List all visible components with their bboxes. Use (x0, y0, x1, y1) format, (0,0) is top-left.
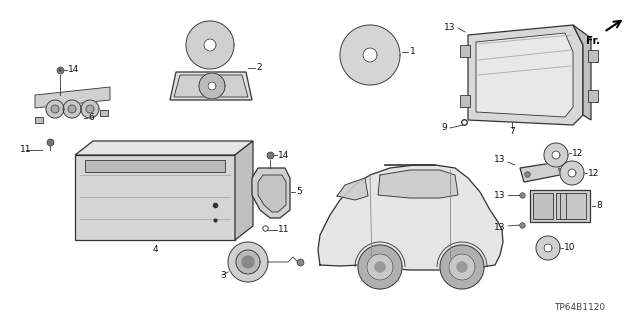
Polygon shape (81, 100, 99, 118)
Polygon shape (174, 75, 248, 97)
Text: 2: 2 (256, 63, 262, 72)
Polygon shape (337, 178, 368, 200)
Text: Fr.: Fr. (586, 36, 600, 46)
Bar (75, 155, 235, 240)
Polygon shape (560, 161, 584, 185)
Polygon shape (367, 254, 393, 280)
Text: 14: 14 (278, 151, 289, 160)
Polygon shape (476, 33, 573, 117)
Polygon shape (378, 170, 458, 198)
Polygon shape (544, 244, 552, 252)
Bar (556, 193, 586, 219)
Text: 12: 12 (572, 149, 584, 158)
Polygon shape (235, 141, 253, 240)
Text: 14: 14 (68, 65, 79, 75)
Polygon shape (520, 162, 560, 182)
Bar (588, 50, 598, 62)
Polygon shape (68, 105, 76, 113)
Text: 3: 3 (220, 271, 226, 279)
Polygon shape (358, 245, 402, 289)
Text: 4: 4 (152, 246, 158, 255)
Polygon shape (63, 100, 81, 118)
Polygon shape (468, 25, 583, 125)
Polygon shape (536, 236, 560, 260)
Polygon shape (242, 256, 254, 268)
Polygon shape (457, 262, 467, 272)
Polygon shape (340, 25, 400, 85)
Polygon shape (186, 21, 234, 69)
Text: 5: 5 (296, 188, 301, 197)
Text: 8: 8 (596, 202, 602, 211)
Bar (35, 117, 43, 123)
Polygon shape (170, 72, 252, 100)
Polygon shape (258, 175, 286, 212)
Polygon shape (252, 168, 290, 218)
Text: 13: 13 (493, 224, 505, 233)
Text: 13: 13 (493, 155, 505, 165)
Bar (460, 45, 470, 57)
Polygon shape (35, 87, 110, 108)
Text: 13: 13 (444, 24, 455, 33)
Text: 12: 12 (588, 168, 600, 177)
Polygon shape (573, 25, 591, 120)
Bar (100, 110, 108, 116)
Bar (460, 95, 470, 107)
Text: 1: 1 (410, 48, 416, 56)
Polygon shape (449, 254, 475, 280)
Polygon shape (204, 39, 216, 51)
Polygon shape (552, 151, 560, 159)
Polygon shape (208, 82, 216, 90)
Polygon shape (568, 169, 576, 177)
Polygon shape (46, 100, 64, 118)
Polygon shape (75, 141, 253, 155)
Bar (85, 160, 225, 172)
Text: 6: 6 (88, 114, 93, 122)
Text: 7: 7 (509, 128, 515, 137)
Polygon shape (375, 262, 385, 272)
Text: 9: 9 (441, 123, 447, 132)
Polygon shape (236, 250, 260, 274)
Text: 13: 13 (493, 190, 505, 199)
Bar (530, 190, 590, 222)
Polygon shape (544, 143, 568, 167)
Bar (588, 90, 598, 102)
Text: 11: 11 (20, 145, 31, 154)
Polygon shape (363, 48, 377, 62)
Polygon shape (440, 245, 484, 289)
Bar (533, 193, 553, 219)
Text: 11: 11 (278, 226, 289, 234)
Text: TP64B1120: TP64B1120 (554, 303, 605, 313)
Polygon shape (199, 73, 225, 99)
Polygon shape (318, 165, 503, 270)
Polygon shape (86, 105, 94, 113)
Polygon shape (228, 242, 268, 282)
Text: 10: 10 (564, 243, 575, 253)
Polygon shape (51, 105, 59, 113)
